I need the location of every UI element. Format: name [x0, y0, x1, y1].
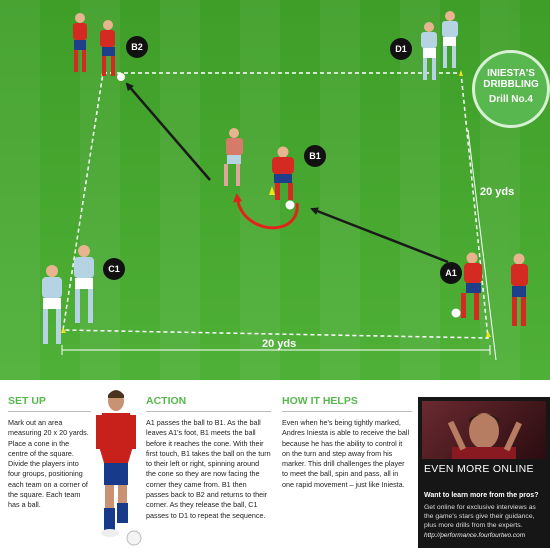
action-column: ACTION A1 passes the ball to B1. As the … [146, 383, 271, 548]
player-light-d-corner-1 [421, 22, 437, 80]
helps-column: HOW IT HELPS Even when he's being tightl… [282, 383, 412, 548]
turn-arrow [233, 193, 299, 230]
drill-number: Drill No.4 [489, 94, 533, 105]
player-red-b-corner-1 [73, 13, 87, 72]
promo-photo [422, 401, 546, 459]
action-text: A1 passes the ball to B1. As the ball le… [146, 418, 271, 520]
badge-c1: C1 [103, 258, 125, 280]
drill-title-line1: INIESTA'S [487, 68, 535, 79]
pass-arrow-a1-to-b1 [310, 207, 449, 264]
player-light-b1-returning [224, 128, 243, 186]
player-light-c-corner-1 [42, 265, 62, 344]
drill-title-line2: DRIBBLING [483, 79, 539, 90]
player-red-b-corner-2 [100, 20, 125, 81]
iniesta-figure [96, 390, 142, 546]
action-heading: ACTION [146, 383, 271, 412]
promo-description: Get online for exclusive interviews as t… [424, 504, 536, 529]
badge-b2: B2 [126, 36, 148, 58]
setup-text: Mark out an area measuring 20 x 20 yards… [8, 418, 89, 510]
badge-b1: B1 [304, 145, 326, 167]
promo-question: Want to learn more from the pros? [424, 492, 539, 499]
player-light-d-corner-2 [442, 11, 458, 68]
training-pitch [0, 0, 550, 380]
measure-side [467, 129, 497, 361]
badge-a1: A1 [440, 262, 462, 284]
setup-column: SET UP Mark out an area measuring 20 x 2… [8, 383, 91, 548]
player-red-b1-dribbling [272, 146, 295, 210]
online-promo[interactable]: EVEN MORE ONLINE Want to learn more from… [418, 397, 550, 548]
badge-d1: D1 [390, 38, 412, 60]
drill-badge: INIESTA'S DRIBBLING Drill No.4 [472, 50, 550, 128]
measure-bottom-label: 20 yds [262, 338, 297, 350]
promo-title: EVEN MORE ONLINE [424, 463, 534, 475]
grass-stripes [0, 0, 520, 380]
setup-heading: SET UP [8, 383, 91, 412]
pass-arrow-b1-to-b2 [125, 82, 211, 181]
measure-side-label: 20 yds [480, 186, 515, 198]
measure-bottom [61, 345, 491, 355]
player-red-a1 [451, 252, 482, 320]
helps-text: Even when he's being tightly marked, And… [282, 418, 410, 489]
helps-heading: HOW IT HELPS [282, 383, 412, 412]
drill-square [62, 72, 489, 339]
promo-link[interactable]: http://performance.fourfourtwo.com [424, 532, 526, 539]
player-red-a-corner-2 [511, 253, 528, 326]
player-light-c-corner-2 [74, 245, 94, 323]
